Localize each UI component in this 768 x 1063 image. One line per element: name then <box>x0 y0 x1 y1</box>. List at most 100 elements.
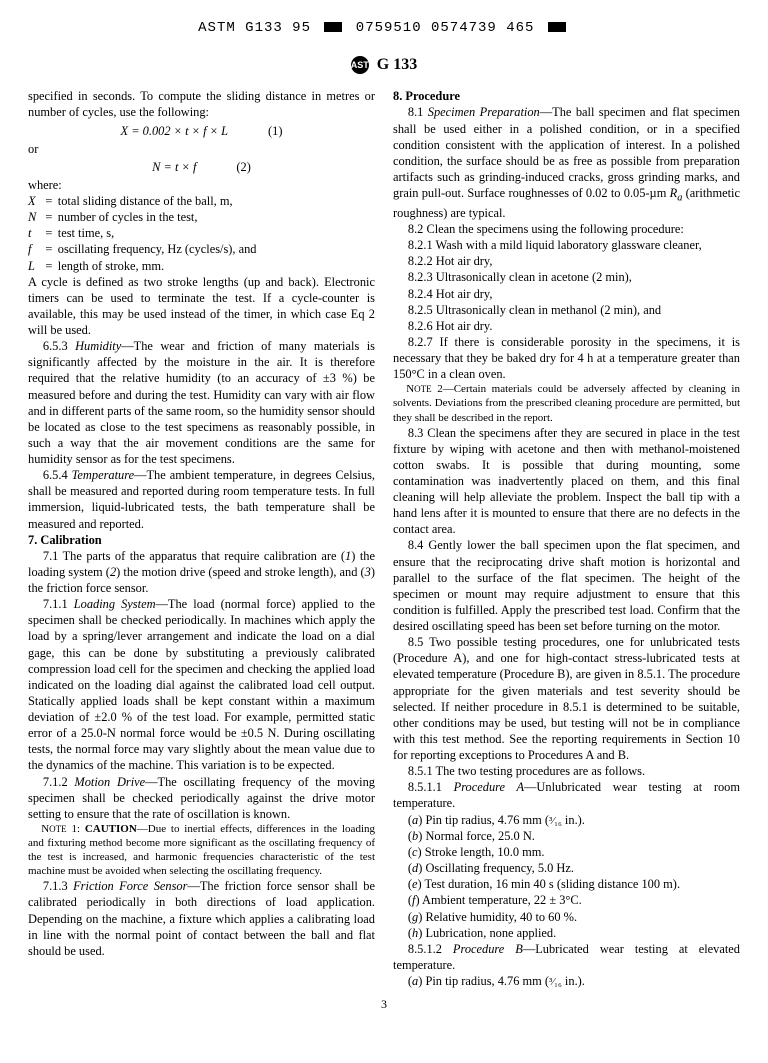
equation-expr: X = 0.002 × t × f × L <box>121 123 228 139</box>
equation-number: (1) <box>268 123 282 139</box>
clause-8-2-7: 8.2.7 If there is considerable porosity … <box>393 334 740 382</box>
def-row: X=total sliding distance of the ball, m, <box>28 193 375 209</box>
where-label: where: <box>28 177 375 193</box>
clause-8-2-4: 8.2.4 Hot air dry, <box>393 286 740 302</box>
list-item: (g) Relative humidity, 40 to 60 %. <box>393 909 740 925</box>
list-text: (d) Oscillating frequency, 5.0 Hz. <box>408 861 574 875</box>
list-text: (b) Normal force, 25.0 N. <box>408 829 535 843</box>
clause-8-2-6: 8.2.6 Hot air dry. <box>393 318 740 334</box>
clause-8-5-1: 8.5.1 The two testing procedures are as … <box>393 763 740 779</box>
def-row: L=length of stroke, mm. <box>28 258 375 274</box>
clause-8-2-2: 8.2.2 Hot air dry, <box>393 253 740 269</box>
clause-number: 6.5.4 <box>43 468 72 482</box>
list-item: (f) Ambient temperature, 22 ± 3°C. <box>393 892 740 908</box>
clause-7-1-2: 7.1.2 Motion Drive—The oscillating frequ… <box>28 774 375 822</box>
def-eq: = <box>45 225 57 241</box>
header-code-text2: 0759510 0574739 465 <box>356 20 535 36</box>
equation-2: N = t × f (2) <box>28 159 375 175</box>
page: ASTM G133 95 0759510 0574739 465 ASTM G … <box>0 0 768 1063</box>
clause-8-3: 8.3 Clean the specimens after they are s… <box>393 425 740 538</box>
def-text: number of cycles in the test, <box>58 209 375 225</box>
clause-7-1-1: 7.1.1 Loading System—The load (normal fo… <box>28 596 375 773</box>
standard-header: ASTM G 133 <box>28 56 740 74</box>
list-item: (b) Normal force, 25.0 N. <box>393 828 740 844</box>
clause-8-2-3: 8.2.3 Ultrasonically clean in acetone (2… <box>393 269 740 285</box>
def-symbol: N <box>28 209 45 225</box>
note-1: NOTE 1: CAUTION—Due to inertial effects,… <box>28 822 375 878</box>
clause-6-5-3: 6.5.3 Humidity—The wear and friction of … <box>28 338 375 467</box>
block-icon <box>548 22 566 32</box>
def-eq: = <box>45 241 57 257</box>
def-text: oscillating frequency, Hz (cycles/s), an… <box>58 241 375 257</box>
list-item: (a) Pin tip radius, 4.76 mm (³⁄₁₆ in.). <box>393 812 740 828</box>
list-text: (a) Pin tip radius, 4.76 mm (³⁄₁₆ in.). <box>408 974 585 988</box>
list-item: (a) Pin tip radius, 4.76 mm (³⁄₁₆ in.). <box>393 973 740 989</box>
clause-8-5: 8.5 Two possible testing procedures, one… <box>393 634 740 763</box>
list-text: (a) Pin tip radius, 4.76 mm (³⁄₁₆ in.). <box>408 813 585 827</box>
def-symbol: X <box>28 193 45 209</box>
clause-body: —The wear and friction of many materials… <box>28 339 375 466</box>
def-text: test time, s, <box>58 225 375 241</box>
equation-expr: N = t × f <box>152 159 196 175</box>
clause-8-1: 8.1 Specimen Preparation—The ball specim… <box>393 104 740 221</box>
list-item: (c) Stroke length, 10.0 mm. <box>393 844 740 860</box>
clause-number: 8.5.1.1 <box>408 780 454 794</box>
clause-8-2-5: 8.2.5 Ultrasonically clean in methanol (… <box>393 302 740 318</box>
def-eq: = <box>45 193 57 209</box>
clause-8-5-1-2: 8.5.1.2 Procedure B—Lubricated wear test… <box>393 941 740 973</box>
list-text: (g) Relative humidity, 40 to 60 %. <box>408 910 577 924</box>
page-number: 3 <box>28 997 740 1012</box>
block-icon <box>324 22 342 32</box>
note-2: NOTE 2—Certain materials could be advers… <box>393 382 740 424</box>
clause-7-1: 7.1 The parts of the apparatus that requ… <box>28 548 375 596</box>
clause-6-5-4: 6.5.4 Temperature—The ambient temperatur… <box>28 467 375 532</box>
clause-title: Loading System <box>74 597 156 611</box>
clause-number: 7.1.1 <box>43 597 74 611</box>
clause-number: 7.1.2 <box>43 775 75 789</box>
astm-logo-icon: ASTM <box>351 56 369 74</box>
clause-body: 7.1 The parts of the apparatus that requ… <box>28 549 375 595</box>
body-text: specified in seconds. To compute the sli… <box>28 88 375 120</box>
clause-body: —The ball specimen and flat specimen sha… <box>393 105 740 220</box>
clause-title: Friction Force Sensor <box>73 879 187 893</box>
def-symbol: t <box>28 225 45 241</box>
list-item: (h) Lubrication, none applied. <box>393 925 740 941</box>
clause-number: 7.1.3 <box>43 879 73 893</box>
clause-8-4: 8.4 Gently lower the ball specimen upon … <box>393 537 740 634</box>
header-code-line: ASTM G133 95 0759510 0574739 465 <box>28 20 740 36</box>
header-code-text: ASTM G133 95 <box>198 20 311 36</box>
list-item: (e) Test duration, 16 min 40 s (sliding … <box>393 876 740 892</box>
body-columns: specified in seconds. To compute the sli… <box>28 88 740 989</box>
clause-number: 8.1 <box>408 105 428 119</box>
clause-body: —The load (normal force) applied to the … <box>28 597 375 772</box>
def-row: N=number of cycles in the test, <box>28 209 375 225</box>
symbol-definitions: X=total sliding distance of the ball, m,… <box>28 193 375 274</box>
body-text: or <box>28 141 375 157</box>
clause-title: Procedure B <box>453 942 523 956</box>
list-text: (e) Test duration, 16 min 40 s (sliding … <box>408 877 680 891</box>
clause-8-5-1-1: 8.5.1.1 Procedure A—Unlubricated wear te… <box>393 779 740 811</box>
equation-1: X = 0.002 × t × f × L (1) <box>28 123 375 139</box>
clause-title: Motion Drive <box>74 775 145 789</box>
equation-number: (2) <box>236 159 250 175</box>
def-eq: = <box>45 209 57 225</box>
note-label: NOTE 2— <box>406 383 454 395</box>
def-symbol: L <box>28 258 45 274</box>
clause-8-2: 8.2 Clean the specimens using the follow… <box>393 221 740 237</box>
clause-title: Procedure A <box>454 780 524 794</box>
body-text: A cycle is defined as two stroke lengths… <box>28 274 375 339</box>
def-eq: = <box>45 258 57 274</box>
note-label: NOTE 1: CAUTION— <box>41 823 148 835</box>
clause-title: Specimen Preparation <box>428 105 540 119</box>
standard-number: G 133 <box>377 56 417 73</box>
def-text: length of stroke, mm. <box>58 258 375 274</box>
def-row: t=test time, s, <box>28 225 375 241</box>
section-7-heading: 7. Calibration <box>28 532 375 548</box>
clause-8-2-1: 8.2.1 Wash with a mild liquid laboratory… <box>393 237 740 253</box>
def-row: f=oscillating frequency, Hz (cycles/s), … <box>28 241 375 257</box>
def-symbol: f <box>28 241 45 257</box>
clause-number: 6.5.3 <box>43 339 75 353</box>
list-text: (f) Ambient temperature, 22 ± 3°C. <box>408 893 582 907</box>
clause-title: Humidity <box>75 339 121 353</box>
list-item: (d) Oscillating frequency, 5.0 Hz. <box>393 860 740 876</box>
